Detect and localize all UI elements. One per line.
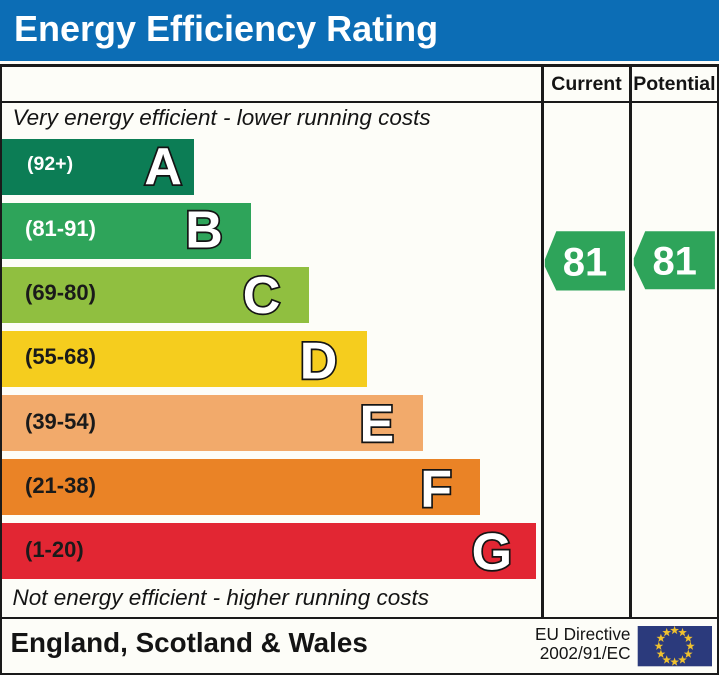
svg-text:F: F bbox=[420, 461, 452, 519]
svg-text:G: G bbox=[472, 524, 512, 582]
svg-text:C: C bbox=[243, 267, 281, 325]
svg-text:E: E bbox=[360, 395, 395, 453]
svg-text:D: D bbox=[300, 332, 338, 390]
svg-text:81: 81 bbox=[652, 240, 697, 284]
svg-text:A: A bbox=[144, 138, 182, 196]
svg-text:B: B bbox=[185, 202, 223, 260]
svg-text:81: 81 bbox=[563, 240, 608, 284]
